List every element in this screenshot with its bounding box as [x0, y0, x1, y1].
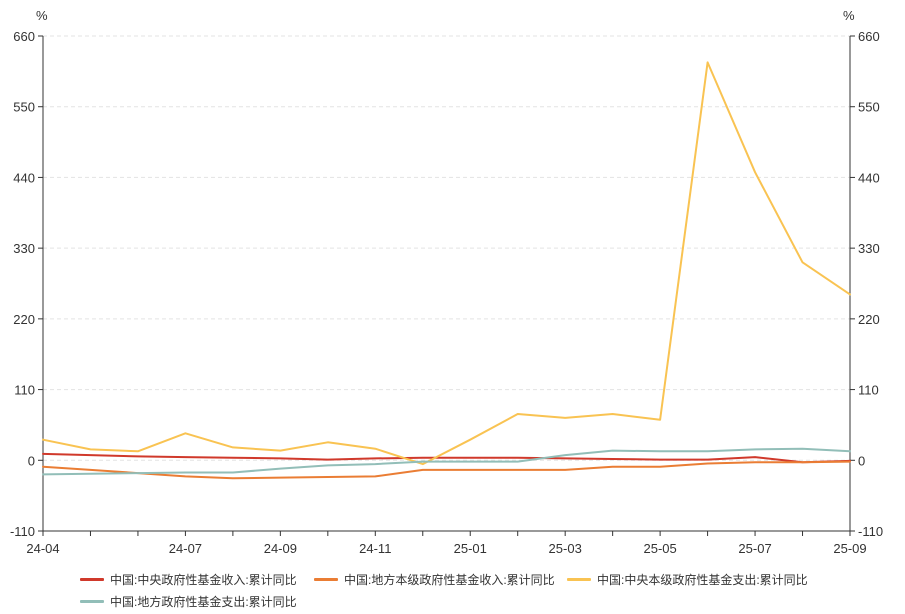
x-tick-label: 24-07 — [169, 541, 202, 556]
y-tick-label-right: 110 — [858, 383, 879, 398]
series-line-2 — [42, 460, 851, 480]
left-y-unit: % — [36, 8, 48, 23]
y-tick-label-right: 660 — [858, 29, 880, 44]
legend-item-local-revenue[interactable]: 中国:地方本级政府性基金收入:累计同比 — [314, 571, 555, 588]
y-tick-label-left: 440 — [13, 170, 35, 185]
y-tick-label-left: -110 — [10, 524, 35, 539]
legend-swatch — [80, 600, 104, 603]
y-tick-label-left: 550 — [13, 100, 35, 115]
legend-swatch — [567, 578, 591, 581]
y-tick-label-right: 330 — [858, 241, 880, 256]
axes — [42, 36, 851, 532]
legend-label: 中国:地方本级政府性基金收入:累计同比 — [344, 573, 555, 587]
y-tick-label-right: 550 — [858, 100, 880, 115]
legend-label: 中国:中央本级政府性基金支出:累计同比 — [597, 573, 808, 587]
series-line-3 — [42, 61, 851, 466]
legend-label: 中国:地方政府性基金支出:累计同比 — [110, 595, 297, 609]
x-tick-label: 25-07 — [738, 541, 771, 556]
x-tick-label: 25-01 — [454, 541, 487, 556]
x-tick-label: 25-05 — [643, 541, 676, 556]
series-line-1 — [42, 452, 851, 464]
y-tick-label-left: 330 — [13, 241, 35, 256]
y-tick-label-left: 110 — [14, 383, 35, 398]
legend-label: 中国:中央政府性基金收入:累计同比 — [110, 573, 297, 587]
legend-swatch — [314, 578, 338, 581]
x-tick-label: 24-11 — [359, 541, 391, 556]
x-tick-label: 24-09 — [264, 541, 297, 556]
y-tick-label-right: 440 — [858, 170, 880, 185]
x-tick-label: 25-09 — [833, 541, 866, 556]
line-chart: 660 660 550 550 440 440 330 330 220 220 110 110 0 0 -1… — [10, 8, 883, 556]
legend-swatch — [80, 578, 104, 581]
legend-item-central-revenue[interactable]: 中国:中央政府性基金收入:累计同比 — [80, 571, 297, 588]
x-tick-label: 25-03 — [549, 541, 582, 556]
y-tick-label-right: 0 — [858, 453, 865, 468]
y-tick-label-left: 660 — [13, 29, 35, 44]
y-tick-label-right: -110 — [858, 524, 883, 539]
series-lines — [42, 61, 851, 480]
x-tick-label: 24-04 — [26, 541, 59, 556]
grid-lines — [43, 35, 850, 461]
y-tick-label-right: 220 — [858, 312, 880, 327]
legend-item-local-expenditure[interactable]: 中国:地方政府性基金支出:累计同比 — [80, 593, 297, 610]
y-tick-label-left: 220 — [13, 312, 35, 327]
ticks: 660 660 550 550 440 440 330 330 220 220 110 110 0 0 -1… — [10, 29, 883, 556]
right-y-unit: % — [843, 8, 855, 23]
y-tick-label-left: 0 — [28, 453, 35, 468]
legend-item-central-expenditure[interactable]: 中国:中央本级政府性基金支出:累计同比 — [567, 571, 808, 588]
series-line-4 — [42, 447, 851, 476]
